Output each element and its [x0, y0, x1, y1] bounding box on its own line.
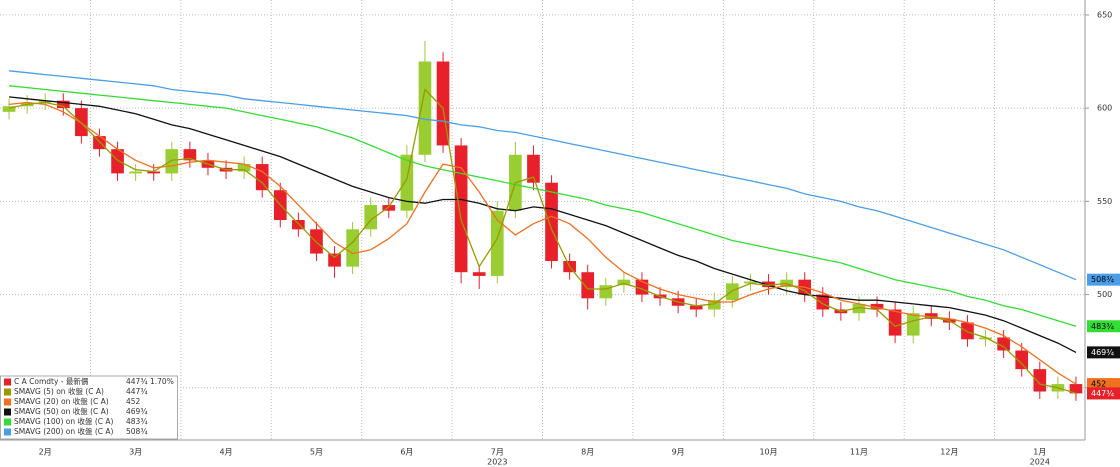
value-tag: [1087, 320, 1120, 333]
legend-label: SMAVG (100) on 收盤 (C A): [14, 416, 114, 426]
candle-body: [400, 154, 414, 211]
candle-body: [852, 303, 866, 314]
legend-value: 483¾: [126, 417, 148, 426]
candle-body: [997, 337, 1010, 351]
x-tick-label: 9月: [672, 448, 685, 457]
candle-body: [38, 100, 52, 103]
y-tick-label: 550: [1097, 197, 1112, 206]
candle-body: [292, 220, 305, 230]
legend-label: C A Comdty - 最新價: [14, 376, 89, 386]
year-label: 2023: [487, 458, 507, 467]
legend-swatch: [4, 408, 11, 416]
legend-label: SMAVG (20) on 收盤 (C A): [14, 396, 109, 406]
candle-body: [689, 305, 703, 310]
candle-body: [1069, 384, 1083, 394]
legend-value: 447¾: [126, 377, 148, 386]
moving-average-line: [8, 96, 1077, 353]
legend-value: 469¾: [126, 407, 148, 416]
candle-body: [617, 279, 631, 286]
candle-body: [2, 106, 16, 112]
candle-body: [906, 313, 920, 336]
legend-swatch: [4, 398, 11, 406]
x-tick-label: 8月: [581, 448, 594, 457]
value-tag-label: 483¾: [1091, 322, 1114, 331]
legend-box: [0, 375, 178, 440]
candle-body: [237, 164, 251, 172]
moving-average-line: [8, 85, 1077, 327]
value-tag: [1087, 346, 1120, 359]
candle-body: [255, 164, 269, 191]
candle-body: [93, 136, 106, 150]
legend-value: 508¾: [126, 427, 148, 436]
moving-average-line: [8, 101, 1077, 385]
legend-swatch: [4, 418, 11, 426]
candle-body: [726, 283, 739, 301]
candle-body: [111, 149, 124, 174]
candle-body: [545, 182, 558, 262]
x-tick-label: 5月: [310, 448, 323, 457]
candle-body: [1015, 350, 1029, 370]
y-tick-label: 500: [1097, 290, 1112, 299]
legend-swatch: [4, 388, 11, 396]
candle-body: [328, 253, 341, 267]
value-tag: [1087, 273, 1120, 286]
candle-body: [147, 171, 161, 174]
candle-body: [961, 322, 974, 340]
candle-body: [454, 145, 468, 273]
candle-body: [56, 100, 70, 109]
candle-body: [527, 154, 540, 183]
candle-body: [183, 149, 197, 161]
year-label: 2024: [1030, 458, 1050, 467]
candle-body: [924, 313, 938, 319]
legend-label: SMAVG (200) on 收盤 (C A): [14, 426, 114, 436]
legend-label: SMAVG (5) on 收盤 (C A): [14, 386, 104, 396]
value-tag: [1087, 387, 1120, 400]
candle-body: [979, 337, 992, 340]
candle-body: [165, 149, 179, 174]
value-tag-label: 508¾: [1091, 275, 1114, 284]
candle-body: [472, 272, 486, 276]
legend-value: 452: [126, 397, 141, 406]
x-tick-label: 3月: [129, 448, 142, 457]
value-tag-label: 452: [1091, 380, 1106, 389]
candle-body: [382, 205, 396, 211]
candle-body: [870, 303, 884, 310]
candle-body: [75, 108, 88, 137]
legend-value: 447¾: [126, 387, 148, 396]
legend-swatch: [4, 428, 11, 436]
candle-body: [581, 272, 595, 299]
legend-label: SMAVG (50) on 收盤 (C A): [14, 406, 109, 416]
candle-body: [762, 281, 775, 288]
x-tick-label: 4月: [219, 448, 232, 457]
x-tick-label: 7月: [491, 448, 504, 457]
candle-body: [129, 171, 142, 174]
x-tick-label: 2月: [39, 448, 52, 457]
candle-body: [1033, 369, 1047, 392]
moving-average-line: [8, 70, 1077, 281]
candle-body: [707, 300, 721, 310]
value-tag-label: 447¾: [1091, 389, 1114, 398]
x-tick-label: 1月: [1033, 448, 1046, 457]
candle-body: [888, 309, 902, 336]
x-tick-label: 10月: [759, 448, 777, 457]
legend: C A Comdty - 最新價 447¾ 1.70% SMAVG (5) on 收盤…: [0, 375, 178, 440]
value-tag: [1087, 378, 1120, 391]
x-tick-label: 12月: [940, 448, 958, 457]
x-tick-label: 6月: [400, 448, 413, 457]
legend-swatch: [4, 378, 11, 386]
moving-average-line: [8, 88, 1077, 395]
candle-body: [418, 61, 432, 155]
value-tag-label: 469¾: [1091, 348, 1114, 357]
legend-change: 1.70%: [150, 377, 174, 386]
y-tick-label: 650: [1097, 10, 1112, 19]
x-tick-label: 11月: [850, 448, 868, 457]
candle-body: [744, 281, 757, 284]
candle-body: [346, 229, 359, 267]
y-tick-label: 600: [1097, 104, 1112, 113]
